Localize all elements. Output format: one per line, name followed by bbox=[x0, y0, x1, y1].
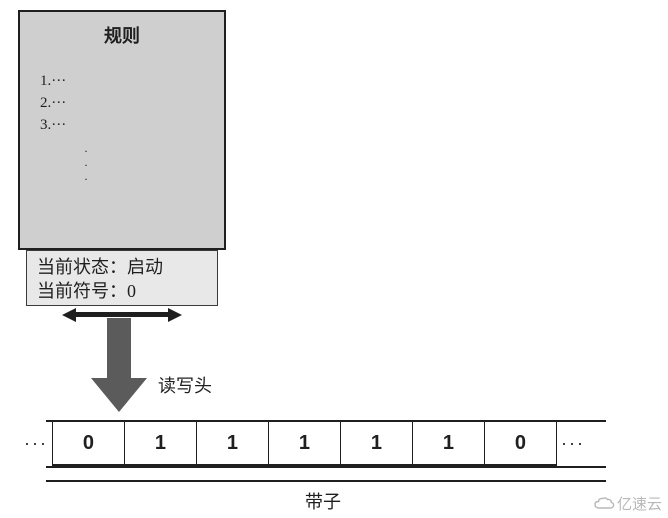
tape-cell: 0 bbox=[485, 422, 557, 464]
tape-base-rail bbox=[46, 480, 606, 482]
rule-item: 3.··· bbox=[40, 114, 224, 136]
current-state-value: 启动 bbox=[127, 257, 163, 277]
read-write-head bbox=[84, 318, 154, 412]
rules-box: 规则 1.··· 2.··· 3.··· ··· bbox=[18, 10, 226, 250]
tape-ellipsis-left: ··· bbox=[20, 433, 52, 454]
current-symbol-value: 0 bbox=[127, 281, 136, 301]
arrow-shaft bbox=[74, 312, 170, 317]
tape-label: 带子 bbox=[18, 488, 628, 514]
tape-cell: 1 bbox=[269, 422, 341, 464]
current-symbol-label: 当前符号： bbox=[37, 281, 127, 301]
rules-title: 规则 bbox=[20, 22, 224, 48]
tape-cell: 1 bbox=[413, 422, 485, 464]
tape-cell: 1 bbox=[341, 422, 413, 464]
tape-cells: 0 1 1 1 1 1 0 bbox=[52, 420, 557, 466]
tape-cell: 1 bbox=[125, 422, 197, 464]
current-state-row: 当前状态：启动 bbox=[37, 255, 207, 279]
watermark-text: 亿速云 bbox=[617, 493, 662, 514]
current-state-label: 当前状态： bbox=[37, 257, 127, 277]
rule-item: 2.··· bbox=[40, 92, 224, 114]
watermark: 亿速云 bbox=[593, 493, 662, 514]
tape-bottom-rail bbox=[46, 466, 606, 468]
rules-vdots: ··· bbox=[20, 144, 224, 186]
read-write-head-label: 读写头 bbox=[158, 372, 212, 398]
tape-ellipsis-right: ··· bbox=[557, 433, 589, 454]
current-symbol-row: 当前符号：0 bbox=[37, 279, 207, 303]
tape-cell: 0 bbox=[53, 422, 125, 464]
rules-list: 1.··· 2.··· 3.··· bbox=[20, 70, 224, 136]
tape: ··· 0 1 1 1 1 1 0 ··· bbox=[20, 420, 589, 466]
head-shaft bbox=[107, 318, 131, 378]
rule-item: 1.··· bbox=[40, 70, 224, 92]
turing-machine-diagram: 规则 1.··· 2.··· 3.··· ··· 当前状态：启动 当前符号： 0 … bbox=[18, 10, 658, 510]
arrow-right-head-icon bbox=[168, 308, 182, 322]
tape-cell: 1 bbox=[197, 422, 269, 464]
state-box: 当前状态：启动 当前符号：0 bbox=[26, 250, 218, 306]
cloud-icon bbox=[593, 497, 615, 511]
head-arrow-down-icon bbox=[91, 378, 147, 412]
